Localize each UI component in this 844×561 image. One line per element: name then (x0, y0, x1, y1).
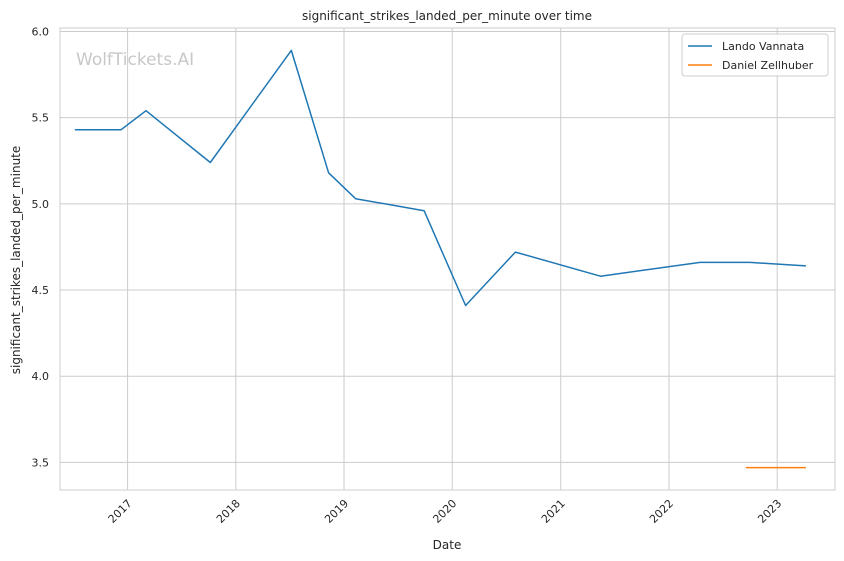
series-line-0 (74, 49, 806, 307)
y-tick-label: 6.0 (32, 25, 50, 38)
x-axis-label: Date (433, 538, 462, 552)
data-point (327, 171, 331, 175)
x-tick-label: 2019 (322, 497, 351, 526)
data-point (144, 109, 148, 113)
data-point (744, 466, 748, 470)
data-point (354, 197, 358, 201)
legend-label: Lando Vannata (722, 40, 804, 53)
x-tick-label: 2018 (214, 497, 243, 526)
data-point (289, 48, 293, 52)
x-tick-label: 2021 (539, 497, 568, 526)
legend[interactable]: Lando Vannata Daniel Zellhuber (681, 33, 829, 77)
data-point (804, 466, 808, 470)
y-tick-label: 4.0 (32, 370, 50, 383)
y-tick-label: 4.5 (32, 284, 50, 297)
data-point (698, 260, 702, 264)
chart-title: significant_strikes_landed_per_minute ov… (302, 9, 592, 23)
x-tick-label: 2020 (430, 497, 459, 526)
watermark: WolfTickets.AI (76, 50, 194, 70)
data-point (513, 250, 517, 254)
data-point (208, 161, 212, 165)
x-tick-label: 2023 (755, 497, 784, 526)
legend-label: Daniel Zellhuber (722, 59, 814, 72)
data-point (119, 128, 123, 132)
plot-frame (59, 27, 836, 491)
legend-box (681, 33, 829, 77)
data-point (599, 274, 603, 278)
data-point (748, 260, 752, 264)
y-tick-label: 5.5 (32, 112, 50, 125)
y-axis-label: significant_strikes_landed_per_minute (9, 146, 23, 375)
grid (60, 28, 835, 490)
y-tick-label: 3.5 (32, 456, 50, 469)
x-tick-label: 2017 (106, 497, 135, 526)
data-point (73, 128, 77, 132)
data-point (422, 209, 426, 213)
y-tick-labels: 3.5 4.0 4.5 5.0 5.5 6.0 (32, 25, 50, 469)
x-tick-labels: 2017 2018 2019 2020 2021 2022 2023 (106, 497, 785, 526)
y-tick-label: 5.0 (32, 198, 50, 211)
data-point (804, 264, 808, 268)
data-point (464, 304, 468, 308)
x-tick-label: 2022 (647, 497, 676, 526)
series-lines (73, 48, 808, 470)
